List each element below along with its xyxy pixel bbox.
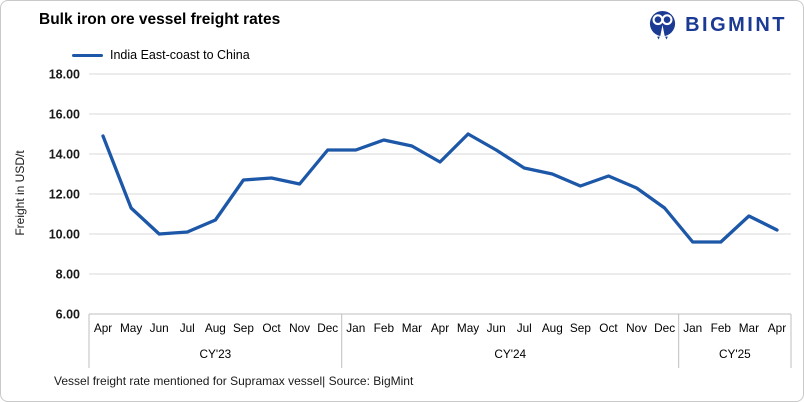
month-label: Feb <box>374 321 395 335</box>
month-label: Sep <box>233 321 254 335</box>
footnote: Vessel freight rate mentioned for Supram… <box>54 374 414 388</box>
month-label: Dec <box>654 321 675 335</box>
month-label: Jul <box>517 321 532 335</box>
month-label: Jun <box>150 321 169 335</box>
freight-rate-line <box>101 132 779 244</box>
y-tick-label: 6.00 <box>56 308 80 322</box>
legend: India East-coast to China <box>72 48 250 62</box>
y-tick-label: 18.00 <box>49 68 80 82</box>
brand-logo: BIGMINT <box>647 9 787 42</box>
y-tick-label: 8.00 <box>56 268 80 282</box>
brand-name: BIGMINT <box>685 14 787 36</box>
month-label: Oct <box>599 321 618 335</box>
month-label: May <box>120 321 142 335</box>
legend-label: India East-coast to China <box>110 48 250 62</box>
month-label: Nov <box>289 321 310 335</box>
month-label: Jan <box>346 321 365 335</box>
year-label: CY'23 <box>199 347 231 361</box>
y-tick-label: 10.00 <box>49 228 80 242</box>
legend-line-swatch <box>72 53 103 57</box>
people-circle-icon <box>647 9 678 42</box>
month-label: Mar <box>402 321 422 335</box>
month-label: Dec <box>317 321 338 335</box>
y-tick-label: 14.00 <box>49 148 80 162</box>
month-label: Oct <box>262 321 281 335</box>
month-label: Sep <box>570 321 591 335</box>
year-label: CY'24 <box>494 347 526 361</box>
month-label: Aug <box>542 321 563 335</box>
month-label: Apr <box>431 321 449 335</box>
y-tick-label: 16.00 <box>49 108 80 122</box>
month-label: Apr <box>94 321 112 335</box>
y-tick-label: 12.00 <box>49 188 80 202</box>
month-label: Jun <box>487 321 506 335</box>
month-label: Feb <box>711 321 732 335</box>
month-label: Jan <box>683 321 702 335</box>
page-title: Bulk iron ore vessel freight rates <box>39 11 281 28</box>
month-label: Aug <box>205 321 226 335</box>
month-label: Nov <box>626 321 647 335</box>
month-label: Mar <box>739 321 759 335</box>
year-label: CY'25 <box>719 347 751 361</box>
month-label: Apr <box>768 321 786 335</box>
month-label: Jul <box>180 321 195 335</box>
month-label: May <box>457 321 479 335</box>
